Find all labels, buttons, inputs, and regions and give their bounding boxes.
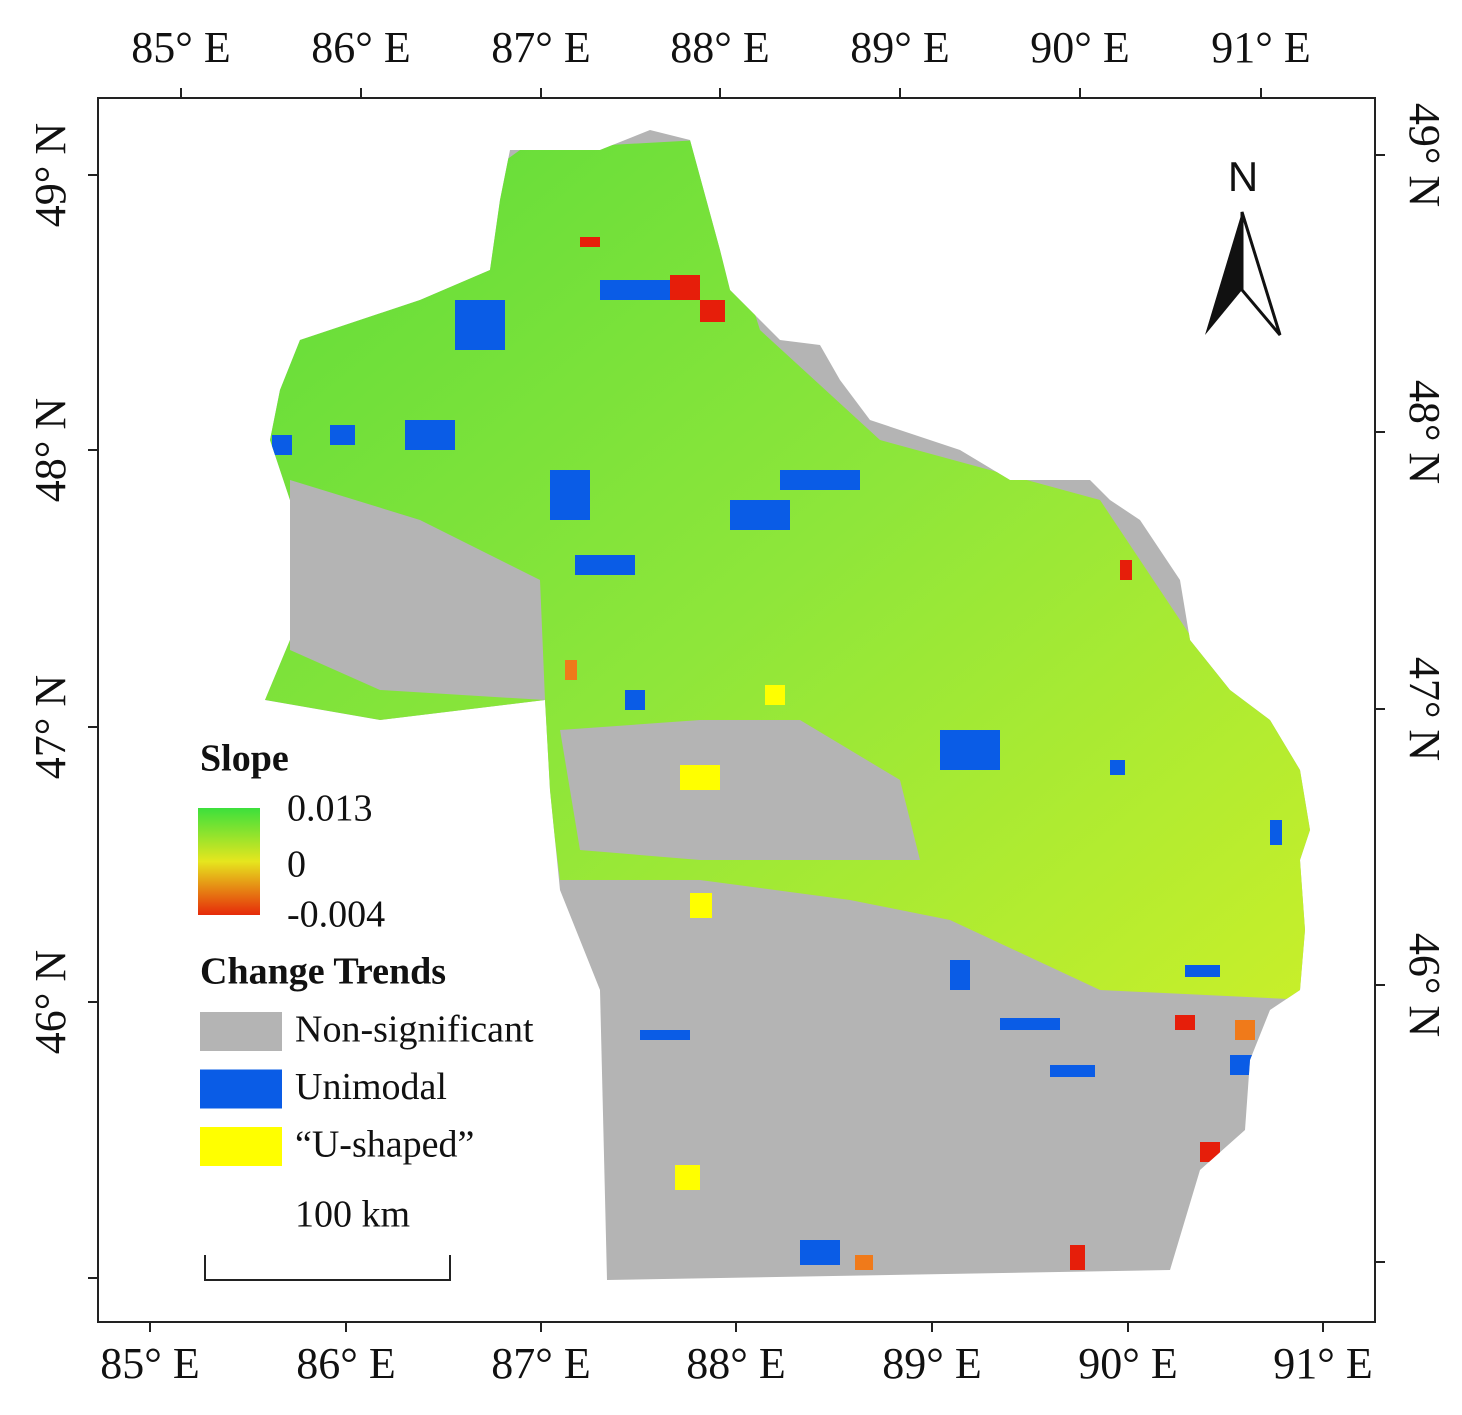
graticule-ticks [88, 88, 1385, 1332]
top-label: 89° E [850, 23, 949, 72]
slope-mid: 0 [287, 844, 306, 886]
right-label: 49° N [1400, 103, 1449, 207]
legend-swatch [200, 1012, 282, 1051]
north-label: N [1228, 153, 1258, 200]
scale-bar [204, 1255, 451, 1281]
slope-min: -0.004 [287, 894, 385, 936]
legend-label: Non-significant [295, 1009, 534, 1051]
right-label: 46° N [1400, 933, 1449, 1037]
right-label: 47° N [1400, 657, 1449, 761]
left-label: 49° N [26, 123, 75, 227]
bottom-label: 90° E [1078, 1339, 1177, 1388]
top-label: 87° E [491, 23, 590, 72]
slope-gradient [198, 808, 260, 915]
bottom-label: 86° E [296, 1339, 395, 1388]
legend-slope-title: Slope [200, 738, 289, 780]
graticule-labels: 85° E 86° E 87° E 88° E 89° E 90° E 91° E 85° E… [26, 23, 1449, 1388]
legend-trends-title: Change Trends [200, 951, 446, 993]
top-label: 86° E [311, 23, 410, 72]
legend-label: “U-shaped” [295, 1124, 474, 1166]
legend-items: Non-significant Unimodal “U-shaped” [200, 1009, 534, 1166]
bottom-label: 85° E [100, 1339, 199, 1388]
legend-swatch [200, 1127, 282, 1166]
north-arrow [1205, 211, 1282, 336]
top-label: 91° E [1211, 23, 1310, 72]
bottom-label: 89° E [882, 1339, 981, 1388]
bottom-label: 88° E [686, 1339, 785, 1388]
left-label: 48° N [26, 398, 75, 502]
legend-label: Unimodal [295, 1066, 447, 1108]
top-label: 85° E [131, 23, 230, 72]
slope-max: 0.013 [287, 788, 373, 830]
left-label: 46° N [26, 950, 75, 1054]
left-label: 47° N [26, 675, 75, 779]
right-label: 48° N [1400, 380, 1449, 484]
legend-swatch [200, 1069, 282, 1109]
scale-label: 100 km [295, 1194, 410, 1236]
top-label: 88° E [670, 23, 769, 72]
top-label: 90° E [1030, 23, 1129, 72]
bottom-label: 87° E [491, 1339, 590, 1388]
bottom-label: 91° E [1273, 1339, 1372, 1388]
